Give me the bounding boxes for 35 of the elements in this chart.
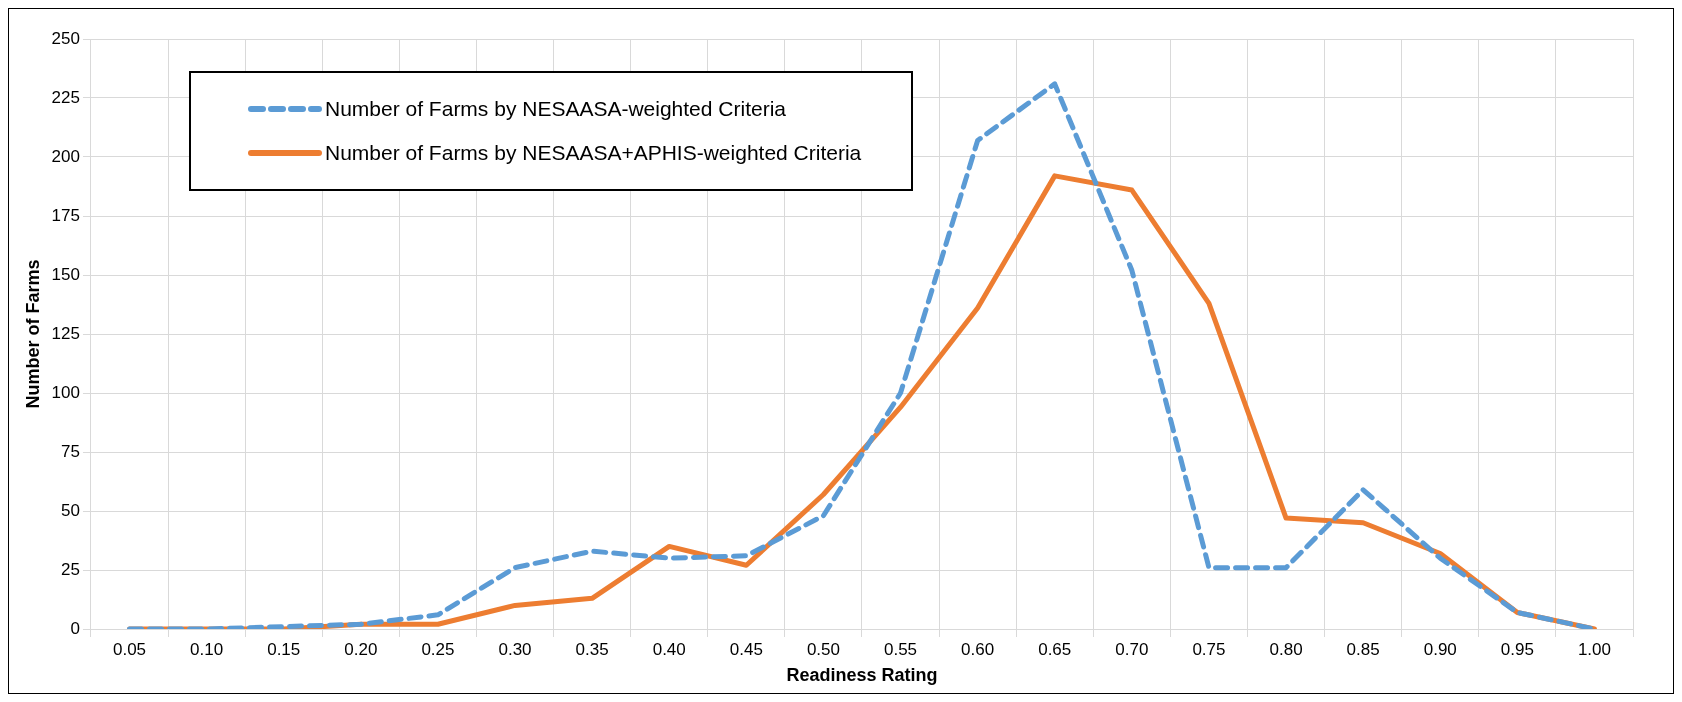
x-tick-label: 0.60 — [961, 639, 995, 659]
y-tick-label: 25 — [61, 559, 80, 579]
y-axis-title: Number of Farms — [22, 259, 43, 409]
x-tick-label: 0.10 — [190, 639, 224, 659]
x-tick-label: 0.15 — [267, 639, 301, 659]
legend-label: Number of Farms by NESAASA+APHIS-weighted Criteria — [325, 141, 862, 165]
x-tick-label: 0.30 — [498, 639, 532, 659]
x-tick-label: 0.35 — [575, 639, 609, 659]
x-tick-label: 0.40 — [652, 639, 686, 659]
x-tick-label: 0.95 — [1500, 639, 1534, 659]
x-tick-label: 0.25 — [421, 639, 455, 659]
y-tick-label: 100 — [51, 382, 80, 402]
legend-label: Number of Farms by NESAASA-weighted Criteria — [325, 97, 786, 121]
y-tick-label: 50 — [61, 500, 80, 520]
y-tick-label: 0 — [70, 618, 80, 638]
y-tick-label: 250 — [51, 28, 80, 48]
x-tick-label: 0.65 — [1038, 639, 1072, 659]
y-tick-label: 75 — [61, 441, 80, 461]
x-tick-label: 0.90 — [1423, 639, 1457, 659]
y-tick-label: 225 — [51, 87, 80, 107]
x-tick-label: 0.50 — [806, 639, 840, 659]
x-tick-label: 0.80 — [1269, 639, 1303, 659]
y-tick-label: 125 — [51, 323, 80, 343]
x-tick-label: 0.05 — [112, 639, 147, 659]
y-tick-label: 150 — [51, 264, 80, 284]
x-tick-label: 0.75 — [1192, 639, 1226, 659]
x-tick-label: 0.20 — [344, 639, 378, 659]
x-tick-label: 0.70 — [1115, 639, 1149, 659]
x-tick-label: 0.45 — [729, 639, 763, 659]
x-tick-label: 0.55 — [883, 639, 918, 659]
x-tick-label: 1.00 — [1577, 639, 1611, 659]
y-tick-label: 200 — [51, 146, 80, 166]
x-axis-title: Readiness Rating — [786, 665, 938, 686]
x-tick-label: 0.85 — [1346, 639, 1380, 659]
y-tick-label: 175 — [51, 205, 80, 225]
